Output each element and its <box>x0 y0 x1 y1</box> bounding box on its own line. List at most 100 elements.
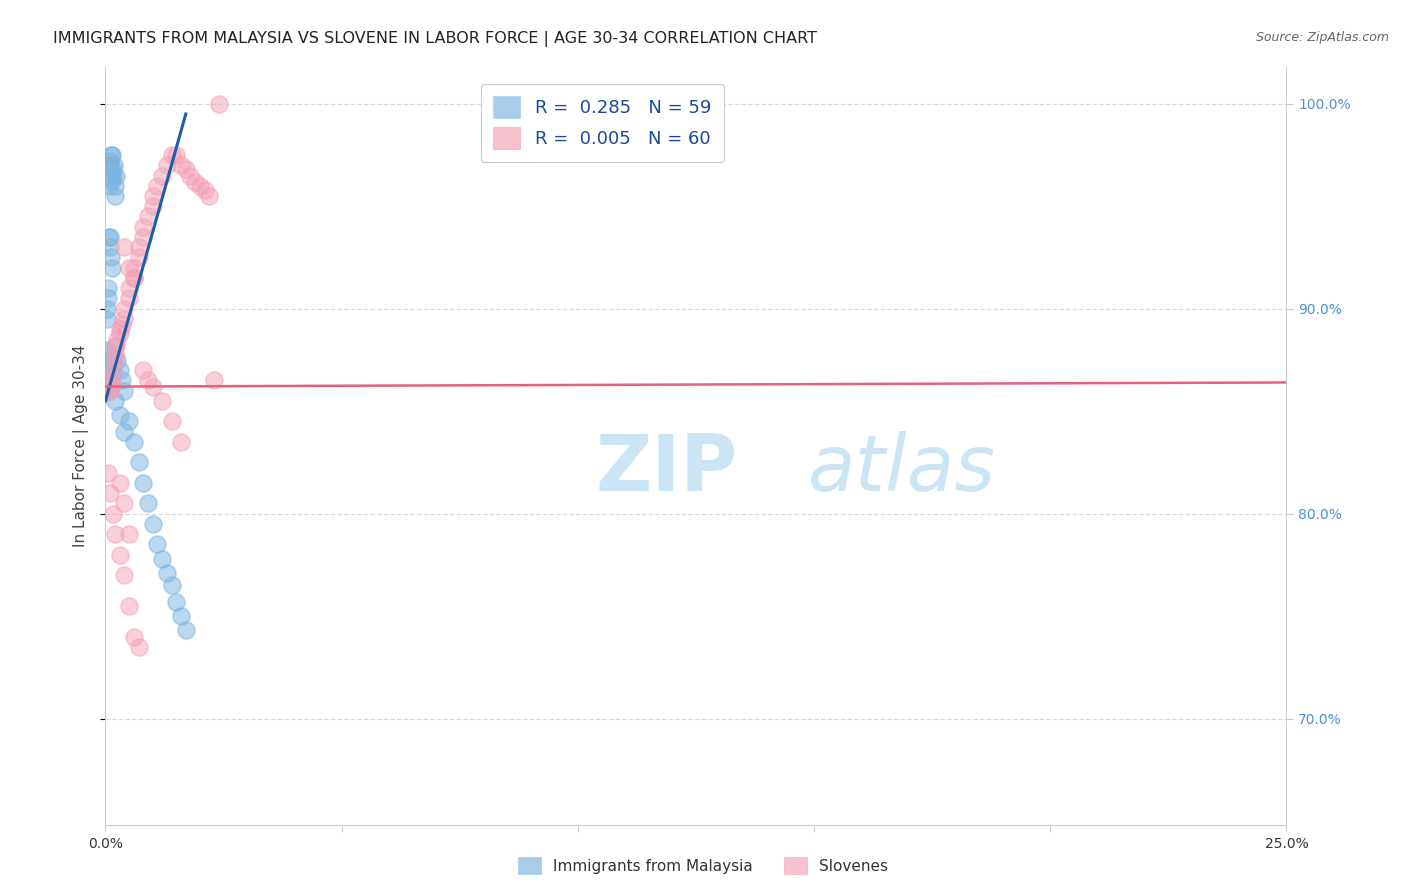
Legend: Immigrants from Malaysia, Slovenes: Immigrants from Malaysia, Slovenes <box>512 851 894 880</box>
Point <box>100 251 122 265</box>
Point <box>98 240 121 254</box>
Point <box>101 363 124 377</box>
Point <box>104 338 127 352</box>
Point <box>101 373 124 387</box>
Point <box>98 230 121 244</box>
Point <box>156 158 179 172</box>
Point <box>98 486 121 500</box>
Point <box>112 496 135 510</box>
Point <box>208 96 231 111</box>
Point <box>104 527 127 541</box>
Point <box>202 373 225 387</box>
Point <box>142 379 165 393</box>
Point <box>101 359 124 373</box>
Point <box>118 599 141 613</box>
Point <box>103 158 125 172</box>
Point <box>97 379 120 393</box>
Point <box>112 568 135 582</box>
Point <box>98 178 121 193</box>
Point <box>98 379 121 393</box>
Point <box>128 251 150 265</box>
Point <box>104 169 127 183</box>
Point <box>96 301 118 316</box>
Point <box>108 322 131 336</box>
Point <box>108 548 131 562</box>
Point <box>97 466 120 480</box>
Point <box>132 363 155 377</box>
Point <box>101 351 124 365</box>
Point <box>122 434 145 449</box>
Point <box>101 368 124 382</box>
Point <box>108 475 131 490</box>
Point <box>96 312 118 326</box>
Point <box>98 379 121 393</box>
Point <box>97 281 120 295</box>
Point <box>170 158 193 172</box>
Point <box>104 347 127 361</box>
Point <box>98 230 121 244</box>
Point <box>105 333 128 347</box>
Point <box>174 162 197 177</box>
Point <box>108 409 131 423</box>
Point <box>122 630 145 644</box>
Point <box>108 326 131 341</box>
Point <box>142 516 165 531</box>
Point <box>104 393 127 408</box>
Point <box>98 158 121 172</box>
Point <box>128 455 150 469</box>
Point <box>165 148 187 162</box>
Point <box>105 353 128 368</box>
Point <box>165 595 187 609</box>
Point <box>104 178 127 193</box>
Point <box>118 292 141 306</box>
Point <box>97 379 120 393</box>
Point <box>179 169 201 183</box>
Point <box>170 609 193 624</box>
Point <box>132 475 155 490</box>
Point <box>132 230 155 244</box>
Point <box>128 240 150 254</box>
Point <box>112 425 135 439</box>
Point <box>136 373 159 387</box>
Point <box>96 363 118 377</box>
Point <box>104 189 127 203</box>
Point <box>142 189 165 203</box>
Point <box>101 162 124 177</box>
Point <box>150 169 173 183</box>
Point <box>156 566 179 580</box>
Point <box>98 384 121 398</box>
Point <box>98 379 121 393</box>
Point <box>122 260 145 275</box>
Point <box>100 379 122 393</box>
Legend: R =  0.285   N = 59, R =  0.005   N = 60: R = 0.285 N = 59, R = 0.005 N = 60 <box>481 84 724 161</box>
Point <box>170 434 193 449</box>
Point <box>118 281 141 295</box>
Point <box>101 148 124 162</box>
Point <box>160 578 183 592</box>
Point <box>101 507 124 521</box>
Point <box>128 640 150 654</box>
Point <box>142 199 165 213</box>
Point <box>97 379 120 393</box>
Point <box>150 551 173 566</box>
Point <box>101 172 124 186</box>
Point <box>96 379 118 393</box>
Point <box>100 148 122 162</box>
Point <box>98 384 121 398</box>
Point <box>104 338 127 352</box>
Point <box>98 379 121 393</box>
Point <box>112 301 135 316</box>
Point <box>111 373 134 387</box>
Point <box>132 219 155 234</box>
Point <box>112 312 135 326</box>
Point <box>118 414 141 428</box>
Point <box>122 271 145 285</box>
Point <box>174 624 197 638</box>
Point <box>112 384 135 398</box>
Point <box>101 169 124 183</box>
Point <box>100 373 122 387</box>
Y-axis label: In Labor Force | Age 30-34: In Labor Force | Age 30-34 <box>73 344 90 548</box>
Point <box>118 527 141 541</box>
Point <box>101 260 124 275</box>
Point <box>96 373 118 387</box>
